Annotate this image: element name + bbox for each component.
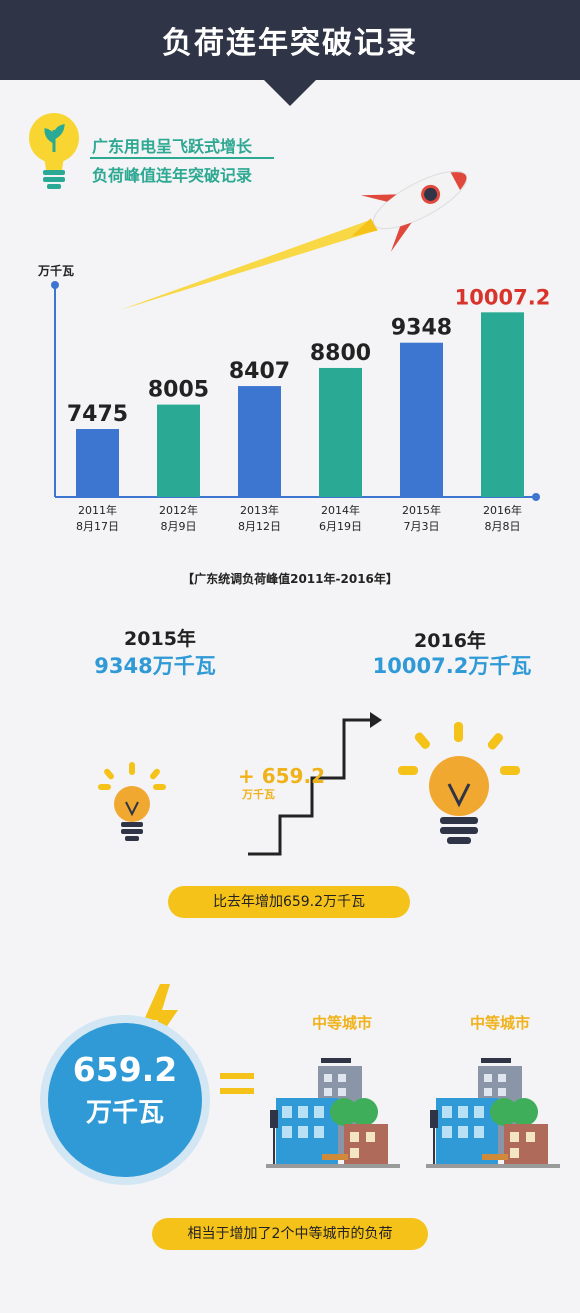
circle-value: 659.2 — [72, 1050, 178, 1089]
increase-unit: 万千瓦 — [242, 788, 275, 801]
subtitle-divider — [90, 157, 274, 159]
chart-caption: 【广东统调负荷峰值2011年-2016年】 — [182, 572, 398, 586]
bar-2012年 — [157, 404, 200, 497]
bar-value-label: 9348 — [391, 316, 452, 341]
x-tick-date: 7月3日 — [404, 520, 440, 533]
bar-2015年 — [400, 342, 443, 497]
x-tick-date: 8月8日 — [485, 520, 521, 533]
bar-2013年 — [238, 386, 281, 497]
header-notch — [262, 78, 318, 106]
x-tick-year: 2012年 — [159, 503, 198, 517]
increase-value: + 659.2 — [238, 764, 325, 788]
compare-right-year: 2016年 — [414, 630, 486, 652]
x-tick-date: 8月17日 — [76, 520, 119, 533]
compare-left-value: 9348万千瓦 — [94, 654, 216, 678]
x-tick-year: 2015年 — [402, 503, 441, 517]
value-circle — [40, 1015, 210, 1185]
bar-2011年 — [76, 429, 119, 497]
x-tick-year: 2011年 — [78, 503, 117, 517]
compare-right-value: 10007.2万千瓦 — [372, 654, 532, 678]
compare-left-year: 2015年 — [124, 628, 196, 650]
subtitle-line-1: 广东用电呈飞跃式增长 — [92, 137, 253, 156]
bar-2014年 — [319, 367, 362, 497]
header-bar — [0, 0, 580, 80]
bar-value-label: 8005 — [148, 378, 209, 403]
equivalence-pill: 相当于增加了2个中等城市的负荷 — [152, 1218, 428, 1250]
bar-value-label: 8407 — [229, 359, 290, 384]
city-icon — [426, 1058, 560, 1168]
page-title: 负荷连年突破记录 — [162, 26, 418, 61]
circle-unit: 万千瓦 — [85, 1098, 164, 1128]
x-tick-year: 2013年 — [240, 503, 279, 517]
city-label-2: 中等城市 — [470, 1014, 531, 1032]
x-tick-date: 6月19日 — [319, 520, 362, 533]
rocket-icon — [120, 170, 468, 310]
equals-sign-top — [220, 1073, 254, 1079]
x-tick-date: 8月9日 — [161, 520, 197, 533]
increase-pill: 比去年增加659.2万千瓦 — [168, 886, 410, 918]
x-tick-year: 2016年 — [483, 503, 522, 517]
large-lightbulb-icon — [398, 722, 520, 844]
x-tick-year: 2014年 — [321, 503, 360, 517]
stairs-arrow-icon — [248, 712, 382, 856]
bar-2016年 — [481, 312, 524, 497]
lightning-icon — [144, 984, 178, 1054]
subtitle-line-2: 负荷峰值连年突破记录 — [92, 166, 253, 185]
bar-value-label: 7475 — [67, 402, 128, 427]
city-icon — [266, 1058, 400, 1168]
chart-unit-label: 万千瓦 — [38, 264, 75, 278]
small-lightbulb-icon — [98, 762, 166, 841]
x-axis-dot — [532, 493, 540, 501]
bar-value-label: 8800 — [310, 341, 371, 366]
bar-value-label: 10007.2 — [455, 285, 551, 309]
city-label-1: 中等城市 — [312, 1014, 373, 1032]
lightbulb-icon — [29, 113, 79, 189]
y-axis-dot — [51, 281, 59, 289]
x-tick-date: 8月12日 — [238, 520, 281, 533]
equals-sign-bottom — [220, 1088, 254, 1094]
bar-chart: 7475 2011年 8月17日 8005 2012年 8月9日 8407 2013年 8月12… — [51, 281, 551, 533]
